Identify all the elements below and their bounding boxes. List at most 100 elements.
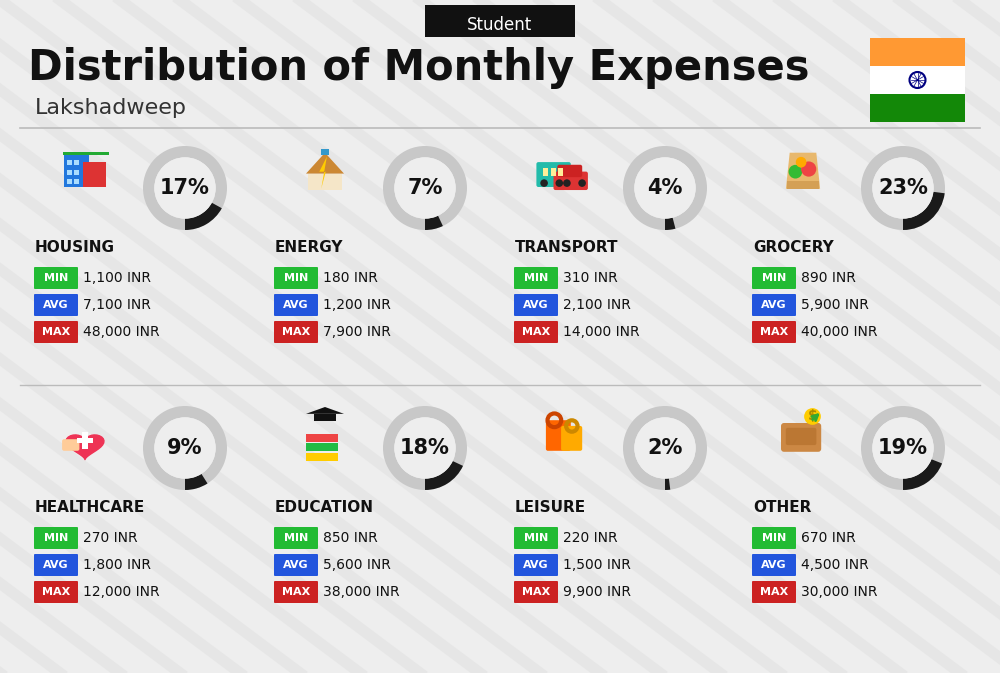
Text: 180 INR: 180 INR <box>323 271 378 285</box>
Text: AVG: AVG <box>283 560 309 570</box>
Text: MAX: MAX <box>42 327 70 337</box>
Text: 30,000 INR: 30,000 INR <box>801 585 878 599</box>
FancyBboxPatch shape <box>308 174 342 190</box>
Circle shape <box>394 157 456 219</box>
Text: AVG: AVG <box>761 300 787 310</box>
FancyBboxPatch shape <box>514 267 558 289</box>
Text: MAX: MAX <box>760 327 788 337</box>
Wedge shape <box>623 146 707 230</box>
Text: 9%: 9% <box>167 438 203 458</box>
Text: MIN: MIN <box>284 273 308 283</box>
Wedge shape <box>425 461 463 490</box>
Text: AVG: AVG <box>523 560 549 570</box>
Wedge shape <box>861 146 945 230</box>
Wedge shape <box>665 479 670 490</box>
Text: 2,100 INR: 2,100 INR <box>563 298 631 312</box>
FancyBboxPatch shape <box>74 170 79 175</box>
Text: 48,000 INR: 48,000 INR <box>83 325 160 339</box>
FancyBboxPatch shape <box>306 433 338 442</box>
Text: $: $ <box>808 409 817 423</box>
Text: 12,000 INR: 12,000 INR <box>83 585 160 599</box>
FancyBboxPatch shape <box>543 168 548 176</box>
Text: 38,000 INR: 38,000 INR <box>323 585 400 599</box>
Text: AVG: AVG <box>43 300 69 310</box>
Text: 890 INR: 890 INR <box>801 271 856 285</box>
FancyBboxPatch shape <box>781 423 821 452</box>
Wedge shape <box>903 459 942 490</box>
Text: 310 INR: 310 INR <box>563 271 618 285</box>
FancyBboxPatch shape <box>752 554 796 576</box>
Polygon shape <box>66 435 104 460</box>
FancyBboxPatch shape <box>274 527 318 549</box>
Text: 850 INR: 850 INR <box>323 531 378 545</box>
FancyBboxPatch shape <box>34 527 78 549</box>
Wedge shape <box>623 406 707 490</box>
Wedge shape <box>143 146 227 230</box>
FancyBboxPatch shape <box>74 160 79 166</box>
FancyBboxPatch shape <box>306 453 338 461</box>
FancyBboxPatch shape <box>64 153 89 187</box>
FancyBboxPatch shape <box>786 428 816 445</box>
Text: MAX: MAX <box>42 587 70 597</box>
Circle shape <box>394 417 456 479</box>
FancyBboxPatch shape <box>752 267 796 289</box>
FancyBboxPatch shape <box>752 527 796 549</box>
FancyBboxPatch shape <box>425 5 575 37</box>
Text: MAX: MAX <box>522 587 550 597</box>
Text: 14,000 INR: 14,000 INR <box>563 325 640 339</box>
FancyBboxPatch shape <box>514 554 558 576</box>
FancyBboxPatch shape <box>34 294 78 316</box>
Text: MIN: MIN <box>762 273 786 283</box>
Circle shape <box>634 157 696 219</box>
FancyBboxPatch shape <box>514 321 558 343</box>
FancyBboxPatch shape <box>514 581 558 603</box>
FancyBboxPatch shape <box>551 168 556 176</box>
Text: EDUCATION: EDUCATION <box>275 501 374 516</box>
Text: 5,600 INR: 5,600 INR <box>323 558 391 572</box>
Circle shape <box>872 417 934 479</box>
Text: 23%: 23% <box>878 178 928 198</box>
Text: HEALTHCARE: HEALTHCARE <box>35 501 145 516</box>
FancyBboxPatch shape <box>558 168 563 176</box>
Text: 4,500 INR: 4,500 INR <box>801 558 869 572</box>
Text: 1,800 INR: 1,800 INR <box>83 558 151 572</box>
FancyBboxPatch shape <box>787 181 819 189</box>
FancyBboxPatch shape <box>82 431 88 449</box>
Polygon shape <box>306 407 344 414</box>
Text: Distribution of Monthly Expenses: Distribution of Monthly Expenses <box>28 47 810 89</box>
Text: 270 INR: 270 INR <box>83 531 138 545</box>
FancyBboxPatch shape <box>546 420 571 451</box>
Wedge shape <box>143 406 227 490</box>
Text: AVG: AVG <box>523 300 549 310</box>
Text: OTHER: OTHER <box>753 501 811 516</box>
FancyBboxPatch shape <box>870 38 965 66</box>
Text: Student: Student <box>467 16 533 34</box>
FancyBboxPatch shape <box>67 160 72 166</box>
FancyBboxPatch shape <box>870 94 965 122</box>
Text: 7,100 INR: 7,100 INR <box>83 298 151 312</box>
Text: MIN: MIN <box>284 533 308 543</box>
Wedge shape <box>185 203 222 230</box>
FancyBboxPatch shape <box>34 554 78 576</box>
Text: 40,000 INR: 40,000 INR <box>801 325 878 339</box>
Text: AVG: AVG <box>43 560 69 570</box>
Text: ENERGY: ENERGY <box>275 240 344 256</box>
Text: AVG: AVG <box>283 300 309 310</box>
FancyBboxPatch shape <box>870 66 965 94</box>
FancyBboxPatch shape <box>314 414 336 421</box>
Text: 5,900 INR: 5,900 INR <box>801 298 869 312</box>
Polygon shape <box>306 153 344 174</box>
Wedge shape <box>383 146 467 230</box>
FancyBboxPatch shape <box>274 321 318 343</box>
Text: LEISURE: LEISURE <box>515 501 586 516</box>
Text: GROCERY: GROCERY <box>753 240 834 256</box>
FancyBboxPatch shape <box>752 581 796 603</box>
Wedge shape <box>861 406 945 490</box>
Text: HOUSING: HOUSING <box>35 240 115 256</box>
FancyBboxPatch shape <box>67 170 72 175</box>
Circle shape <box>796 157 806 168</box>
Text: 17%: 17% <box>160 178 210 198</box>
Text: 1,200 INR: 1,200 INR <box>323 298 391 312</box>
FancyBboxPatch shape <box>63 151 109 155</box>
Text: MIN: MIN <box>762 533 786 543</box>
